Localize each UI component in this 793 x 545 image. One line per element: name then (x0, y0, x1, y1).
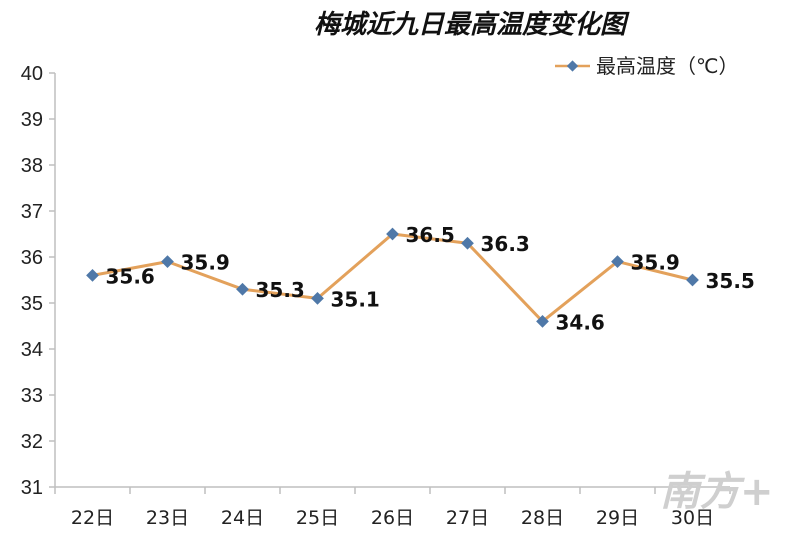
x-axis-ticks: 22日 23日 24日 25日 26日 27日 28日 29日 30日 (54, 487, 731, 529)
x-tick-label: 29日 (596, 507, 639, 529)
data-point (161, 255, 174, 268)
x-tick-label: 22日 (71, 507, 114, 529)
y-tick-label: 32 (21, 431, 43, 453)
y-axis-ticks: 31 32 33 34 35 36 37 38 39 40 (21, 63, 55, 499)
y-tick-label: 31 (21, 477, 43, 499)
data-point (386, 227, 399, 241)
data-label: 36.5 (406, 223, 455, 247)
data-label: 35.5 (706, 269, 755, 293)
data-label: 35.1 (331, 287, 380, 311)
data-label: 36.3 (481, 232, 530, 256)
chart-title: 梅城近九日最高温度变化图 (314, 10, 630, 40)
y-tick-label: 34 (21, 339, 43, 361)
data-point (86, 269, 99, 282)
data-point (311, 292, 324, 305)
series-line (92, 232, 693, 323)
y-tick-label: 39 (21, 109, 43, 131)
x-tick-label: 24日 (221, 507, 264, 529)
y-tick-label: 40 (21, 63, 43, 85)
x-tick-label: 28日 (521, 507, 564, 529)
legend-label: 最高温度（℃） (596, 54, 738, 78)
legend: 最高温度（℃） (555, 54, 738, 78)
data-label: 34.6 (556, 310, 605, 334)
y-tick-label: 35 (21, 293, 43, 315)
data-point (686, 273, 699, 287)
data-label: 35.9 (631, 251, 680, 275)
y-tick-label: 38 (21, 155, 43, 177)
watermark: 南方+ (660, 469, 774, 515)
series-markers (86, 227, 699, 328)
data-label: 35.6 (106, 264, 155, 288)
x-tick-label: 25日 (296, 507, 339, 529)
data-labels: 35.6 35.9 35.3 35.1 36.5 36.3 34.6 35.9 35.5 (106, 223, 755, 334)
legend-marker (566, 60, 579, 72)
x-tick-label: 27日 (446, 507, 489, 529)
x-tick-label: 30日 (671, 507, 714, 529)
series-polyline (92, 232, 693, 323)
data-label: 35.9 (181, 251, 230, 275)
y-tick-label: 36 (21, 247, 43, 269)
data-point (236, 282, 249, 296)
y-tick-label: 33 (21, 385, 43, 407)
data-label: 35.3 (256, 278, 305, 302)
data-point (461, 236, 474, 250)
x-tick-label: 26日 (371, 507, 414, 529)
y-tick-label: 37 (21, 201, 43, 223)
x-tick-label: 23日 (146, 507, 189, 529)
axes (54, 73, 730, 488)
